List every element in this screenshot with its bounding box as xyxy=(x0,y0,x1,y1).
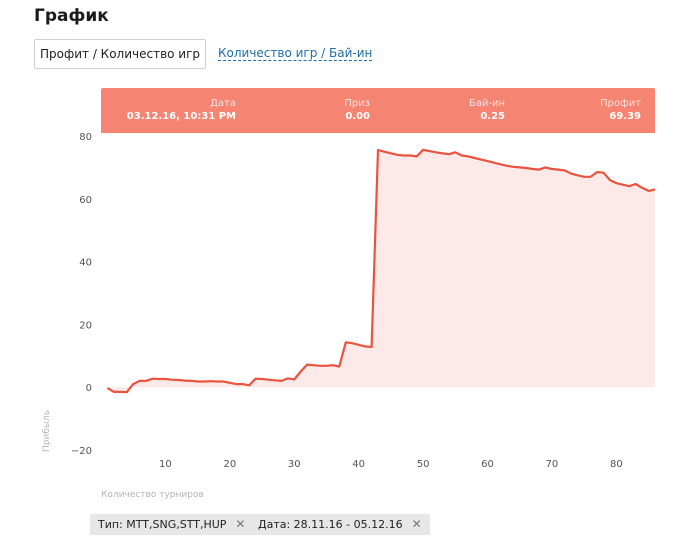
x-axis-ticks: 10 20 30 40 50 60 70 80 xyxy=(159,459,623,470)
x-tick-label: 40 xyxy=(352,459,365,470)
x-tick-label: 70 xyxy=(546,459,559,470)
filter-date-close-icon[interactable]: ✕ xyxy=(411,517,422,531)
filter-chip-type-text: Тип: MTT,SNG,STT,HUP xyxy=(98,518,227,531)
tooltip-buyin: Бай-ин 0.25 xyxy=(469,97,505,123)
x-axis-title: Количество турниров xyxy=(101,490,204,500)
tooltip-date-value: 03.12.16, 10:31 PM xyxy=(126,111,236,122)
y-tick-label: 40 xyxy=(79,258,92,269)
y-axis-ticks: −20 0 20 40 60 80 xyxy=(71,132,92,457)
filter-chip-date: Дата: 28.11.16 - 05.12.16 ✕ xyxy=(250,514,430,535)
x-tick-label: 60 xyxy=(481,459,494,470)
filter-chip-type: Тип: MTT,SNG,STT,HUP ✕ xyxy=(90,514,254,535)
filter-chip-date-text: Дата: 28.11.16 - 05.12.16 xyxy=(258,518,403,531)
tooltip-date: Дата 03.12.16, 10:31 PM xyxy=(127,97,236,123)
profit-line[interactable] xyxy=(106,148,656,394)
y-tick-label: 80 xyxy=(79,132,92,143)
tooltip-prize: Приз 0.00 xyxy=(344,97,370,123)
tooltip-prize-value: 0.00 xyxy=(345,111,370,122)
data-tooltip: Дата 03.12.16, 10:31 PM Приз 0.00 Бай-ин… xyxy=(101,88,655,133)
y-tick-label: −20 xyxy=(71,446,92,457)
x-tick-label: 80 xyxy=(610,459,623,470)
tooltip-profit-value: 69.39 xyxy=(609,111,641,122)
tooltip-prize-label: Приз xyxy=(344,98,370,109)
x-tick-label: 10 xyxy=(159,459,172,470)
tooltip-buyin-label: Бай-ин xyxy=(468,98,505,109)
tooltip-profit: Профит 69.39 xyxy=(600,97,641,123)
x-tick-label: 50 xyxy=(417,459,430,470)
x-tick-label: 30 xyxy=(288,459,301,470)
y-tick-label: 0 xyxy=(86,383,92,394)
filter-type-close-icon[interactable]: ✕ xyxy=(235,517,246,531)
y-tick-label: 60 xyxy=(79,195,92,206)
tab-games-vs-buyin[interactable]: Количество игр / Бай-ин xyxy=(218,46,373,61)
tooltip-profit-label: Профит xyxy=(600,98,641,109)
y-axis-title: Прибыль xyxy=(42,410,52,452)
y-tick-label: 20 xyxy=(79,320,92,331)
page-title: График xyxy=(34,6,109,26)
profit-area-fill xyxy=(107,149,655,393)
x-tick-label: 20 xyxy=(223,459,236,470)
tooltip-date-label: Дата xyxy=(210,98,236,109)
tab-profit-vs-games[interactable]: Профит / Количество игр xyxy=(34,39,206,69)
tooltip-buyin-value: 0.25 xyxy=(480,111,505,122)
